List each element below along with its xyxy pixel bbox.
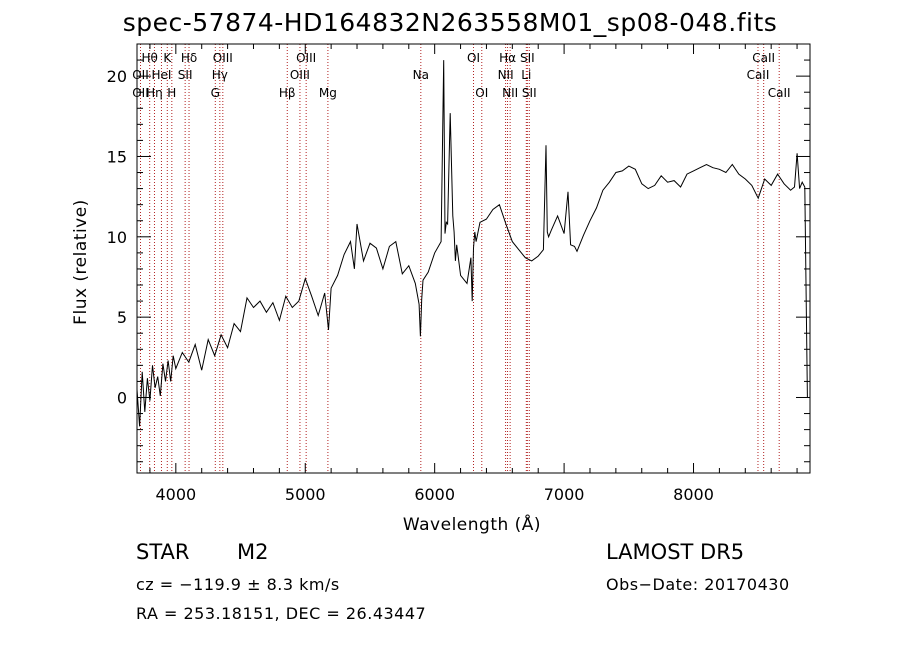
line-label-hα: Hα xyxy=(499,51,516,65)
x-tick-labels: 4000 5000 6000 7000 8000 xyxy=(155,485,713,504)
y-tick-label: 20 xyxy=(107,67,127,86)
line-label-nii: NII xyxy=(498,68,514,82)
line-label-hβ: Hβ xyxy=(279,86,296,100)
line-label-oi: OI xyxy=(467,51,480,65)
survey-name: LAMOST DR5 xyxy=(606,540,745,564)
line-label-hη: Hη xyxy=(146,86,163,100)
line-label-oi: OI xyxy=(475,86,488,100)
line-label-hθ: Hθ xyxy=(141,51,157,65)
line-label-mg: Mg xyxy=(319,86,337,100)
radial-velocity: cz = −119.9 ± 8.3 km/s xyxy=(136,575,340,594)
x-tick-label: 8000 xyxy=(673,485,714,504)
x-tick-label: 7000 xyxy=(544,485,585,504)
line-label-h: H xyxy=(167,86,176,100)
line-label-oiii: OIII xyxy=(296,51,316,65)
y-tick-label: 5 xyxy=(117,308,127,327)
y-tick-label: 15 xyxy=(107,147,127,166)
line-label-na: Na xyxy=(413,68,429,82)
line-label-caii: CaII xyxy=(752,51,775,65)
line-label-oii: OII xyxy=(132,68,149,82)
line-label-oiii: OIII xyxy=(213,51,233,65)
line-label-hδ: Hδ xyxy=(181,51,197,65)
y-axis-label: Flux (relative) xyxy=(71,199,91,325)
x-tick-label: 6000 xyxy=(414,485,455,504)
line-label-sii: SII xyxy=(178,68,193,82)
x-tick-label: 5000 xyxy=(285,485,326,504)
line-label-oii: OII xyxy=(132,86,149,100)
object-subclass: M2 xyxy=(237,540,269,564)
coordinates: RA = 253.18151, DEC = 26.43447 xyxy=(136,604,427,623)
line-label-sii: SII xyxy=(520,51,535,65)
line-label-oiii: OIII xyxy=(290,68,310,82)
y-tick-labels: 0 5 10 15 20 xyxy=(107,67,127,407)
chart-title: spec-57874-HD164832N263558M01_sp08-048.f… xyxy=(122,8,778,37)
line-label-hei: HeI xyxy=(151,68,171,82)
line-label-nii: NII xyxy=(502,86,518,100)
line-label-li: Li xyxy=(521,68,531,82)
x-axis-label: Wavelength (Å) xyxy=(403,513,541,535)
x-tick-label: 4000 xyxy=(155,485,196,504)
line-label-hγ: Hγ xyxy=(212,68,228,82)
flux-series-line xyxy=(136,60,808,427)
plot-frame xyxy=(136,43,811,474)
line-label-g: G xyxy=(211,86,220,100)
observation-date: Obs−Date: 20170430 xyxy=(606,575,790,594)
y-tick-label: 0 xyxy=(117,388,127,407)
line-label-caii: CaII xyxy=(747,68,770,82)
object-class: STAR xyxy=(136,540,190,564)
y-tick-label: 10 xyxy=(107,228,127,247)
spectral-line-markers xyxy=(139,44,780,473)
line-label-caii: CaII xyxy=(768,86,791,100)
line-label-k: K xyxy=(163,51,172,65)
line-label-sii: SII xyxy=(522,86,537,100)
